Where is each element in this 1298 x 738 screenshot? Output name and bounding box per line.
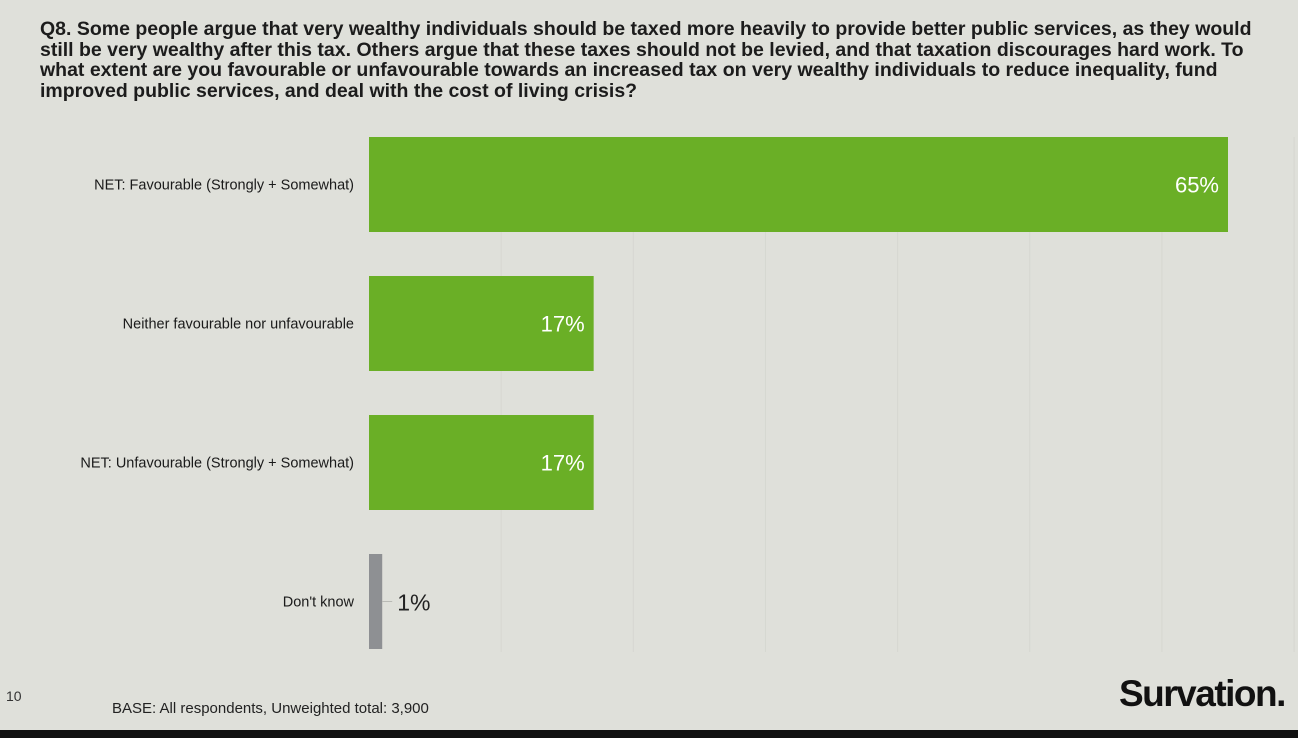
bar bbox=[369, 137, 1228, 232]
category-label: NET: Unfavourable (Strongly + Somewhat) bbox=[80, 456, 354, 472]
category-label: Neither favourable nor unfavourable bbox=[123, 317, 354, 333]
question-title: Q8. Some people argue that very wealthy … bbox=[40, 18, 1252, 102]
data-label: 17% bbox=[541, 451, 585, 476]
category-label: Don't know bbox=[283, 595, 355, 611]
data-label: 1% bbox=[397, 590, 430, 616]
category-label: NET: Favourable (Strongly + Somewhat) bbox=[94, 178, 354, 194]
bar bbox=[369, 415, 594, 510]
data-label: 65% bbox=[1175, 173, 1219, 198]
bottom-bar bbox=[0, 730, 1298, 738]
slide-number: 10 bbox=[6, 688, 22, 704]
base-note: BASE: All respondents, Unweighted total:… bbox=[112, 700, 429, 717]
bar bbox=[369, 554, 383, 649]
survation-logo: Survation. bbox=[1119, 673, 1286, 714]
bar bbox=[369, 276, 594, 371]
data-label: 17% bbox=[541, 312, 585, 337]
